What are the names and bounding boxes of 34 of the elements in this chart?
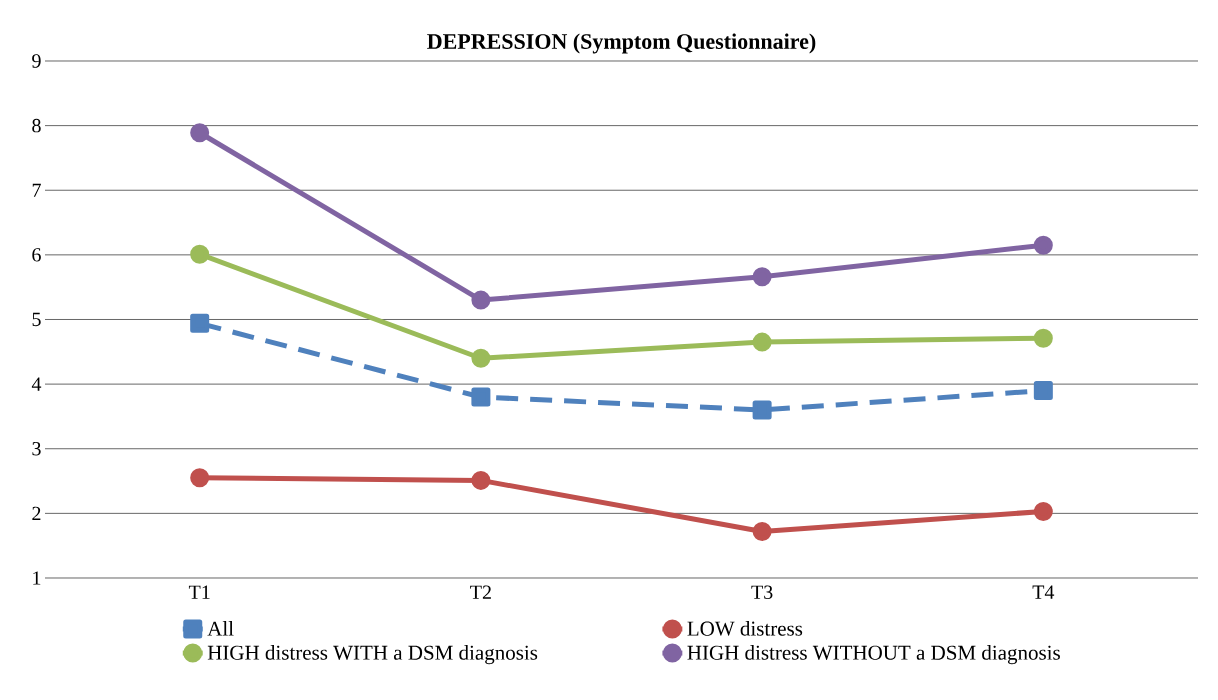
point <box>752 400 772 420</box>
point <box>190 468 210 488</box>
point <box>190 123 210 143</box>
y-tick-label: 7 <box>32 183 41 197</box>
point <box>471 470 491 490</box>
x-tick-label: T3 <box>751 585 773 599</box>
point <box>471 387 491 407</box>
point <box>1033 381 1053 401</box>
y-tick-label: 4 <box>31 377 42 391</box>
x-tick-label: T1 <box>188 585 210 599</box>
legend-label: All <box>207 620 234 636</box>
y-tick-label: 2 <box>32 506 41 520</box>
y-tick-label: 8 <box>32 118 41 133</box>
legend-label: HIGH distress WITH a DSM diagnosis <box>207 645 538 665</box>
legend-label: HIGH distress WITHOUT a DSM diagnosis <box>687 645 1060 665</box>
point <box>190 244 210 264</box>
y-tick-label: 3 <box>32 442 41 456</box>
chart-title: DEPRESSION (Symptom Questionnaire) <box>427 33 816 54</box>
point <box>752 521 772 541</box>
point <box>471 290 491 310</box>
point <box>471 348 491 368</box>
y-tick-label: 6 <box>32 248 41 262</box>
point <box>1033 328 1053 348</box>
point <box>752 267 772 287</box>
y-tick-label: 5 <box>32 312 41 327</box>
legend-label: LOW distress <box>687 620 803 636</box>
point <box>752 332 772 352</box>
x-tick-label: T2 <box>470 585 491 599</box>
point <box>190 313 210 333</box>
y-tick-label: 9 <box>32 54 41 68</box>
y-tick-label: 1 <box>33 571 41 585</box>
point <box>1033 235 1053 255</box>
point <box>1033 501 1053 521</box>
x-tick-label: T4 <box>1032 585 1055 599</box>
